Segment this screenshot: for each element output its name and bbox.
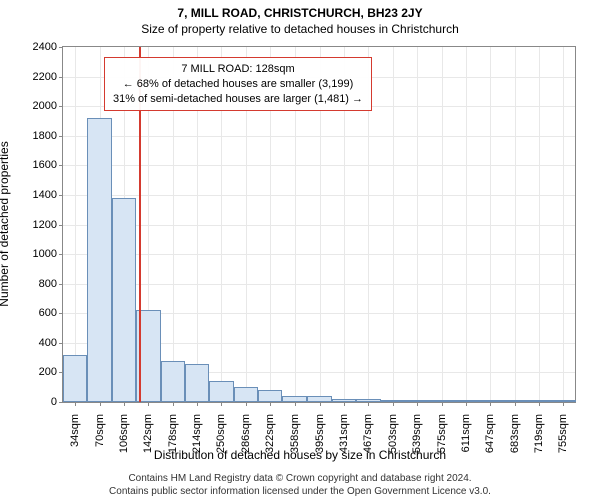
bar — [282, 396, 306, 402]
vgrid — [539, 47, 540, 402]
bar — [63, 355, 87, 402]
xtick-label: 575sqm — [436, 408, 448, 453]
chart-title-sub: Size of property relative to detached ho… — [0, 20, 600, 40]
xtick-mark — [221, 402, 222, 406]
xtick-mark — [539, 402, 540, 406]
vgrid — [417, 47, 418, 402]
bar — [112, 198, 136, 402]
bar — [381, 400, 405, 402]
ytick-label: 1200 — [33, 219, 63, 231]
annotation-line: 31% of semi-detached houses are larger (… — [113, 92, 363, 107]
xtick-label: 467sqm — [362, 408, 374, 453]
xtick-label: 106sqm — [118, 408, 130, 453]
ytick-label: 2200 — [33, 71, 63, 83]
bar — [87, 118, 111, 402]
vgrid — [466, 47, 467, 402]
xtick-mark — [100, 402, 101, 406]
annotation-box: 7 MILL ROAD: 128sqm← 68% of detached hou… — [104, 57, 372, 112]
xtick-mark — [368, 402, 369, 406]
xtick-mark — [442, 402, 443, 406]
xtick-label: 611sqm — [460, 408, 472, 452]
ytick-label: 0 — [51, 396, 63, 408]
bar — [307, 396, 331, 402]
ytick-label: 400 — [39, 337, 63, 349]
xtick-label: 358sqm — [289, 408, 301, 453]
chart-title-main: 7, MILL ROAD, CHRISTCHURCH, BH23 2JY — [0, 0, 600, 20]
xtick-label: 647sqm — [484, 408, 496, 453]
xtick-label: 322sqm — [264, 408, 276, 453]
xtick-label: 70sqm — [94, 408, 106, 447]
xtick-label: 539sqm — [411, 408, 423, 453]
xtick-mark — [270, 402, 271, 406]
xtick-mark — [148, 402, 149, 406]
bar — [454, 400, 478, 402]
bar — [429, 400, 453, 402]
bar — [356, 399, 380, 402]
xtick-label: 395sqm — [314, 408, 326, 453]
xtick-mark — [515, 402, 516, 406]
vgrid — [515, 47, 516, 402]
xtick-label: 250sqm — [215, 408, 227, 453]
annotation-line: ← 68% of detached houses are smaller (3,… — [113, 77, 363, 92]
ytick-label: 1600 — [33, 159, 63, 171]
xtick-mark — [75, 402, 76, 406]
xtick-mark — [246, 402, 247, 406]
bar — [527, 400, 551, 402]
ytick-label: 2400 — [33, 41, 63, 53]
xtick-mark — [197, 402, 198, 406]
xtick-mark — [124, 402, 125, 406]
xtick-mark — [563, 402, 564, 406]
ytick-label: 600 — [39, 307, 63, 319]
xtick-mark — [173, 402, 174, 406]
ytick-label: 2000 — [33, 100, 63, 112]
attribution-text: Contains HM Land Registry data © Crown c… — [0, 472, 600, 498]
bar — [161, 361, 185, 402]
ytick-label: 800 — [39, 278, 63, 290]
xtick-label: 34sqm — [69, 408, 81, 447]
vgrid — [442, 47, 443, 402]
bar — [185, 364, 209, 402]
xtick-mark — [466, 402, 467, 406]
annotation-line: 7 MILL ROAD: 128sqm — [113, 62, 363, 77]
bar — [551, 400, 575, 402]
xtick-label: 431sqm — [338, 408, 350, 453]
xtick-mark — [344, 402, 345, 406]
xtick-label: 755sqm — [557, 408, 569, 453]
xtick-label: 214sqm — [191, 408, 203, 453]
xtick-label: 286sqm — [240, 408, 252, 453]
bar — [405, 400, 429, 402]
bar — [478, 400, 502, 402]
xtick-label: 503sqm — [387, 408, 399, 453]
plot-area: 0200400600800100012001400160018002000220… — [62, 46, 576, 403]
attribution-line-1: Contains HM Land Registry data © Crown c… — [0, 472, 600, 485]
vgrid — [75, 47, 76, 402]
ytick-label: 1800 — [33, 130, 63, 142]
bar — [209, 381, 233, 402]
xtick-mark — [393, 402, 394, 406]
ytick-label: 200 — [39, 366, 63, 378]
y-axis-label: Number of detached properties — [0, 58, 11, 223]
xtick-mark — [417, 402, 418, 406]
xtick-label: 178sqm — [167, 408, 179, 453]
x-axis-label: Distribution of detached houses by size … — [0, 448, 600, 462]
ytick-label: 1000 — [33, 248, 63, 260]
bar — [503, 400, 527, 402]
xtick-label: 142sqm — [142, 408, 154, 453]
bar — [234, 387, 258, 402]
bar — [332, 399, 356, 402]
bar — [258, 390, 282, 402]
xtick-label: 719sqm — [533, 408, 545, 453]
xtick-mark — [320, 402, 321, 406]
vgrid — [393, 47, 394, 402]
xtick-mark — [295, 402, 296, 406]
attribution-line-2: Contains public sector information licen… — [0, 485, 600, 498]
xtick-label: 683sqm — [509, 408, 521, 453]
ytick-label: 1400 — [33, 189, 63, 201]
vgrid — [490, 47, 491, 402]
vgrid — [563, 47, 564, 402]
xtick-mark — [490, 402, 491, 406]
